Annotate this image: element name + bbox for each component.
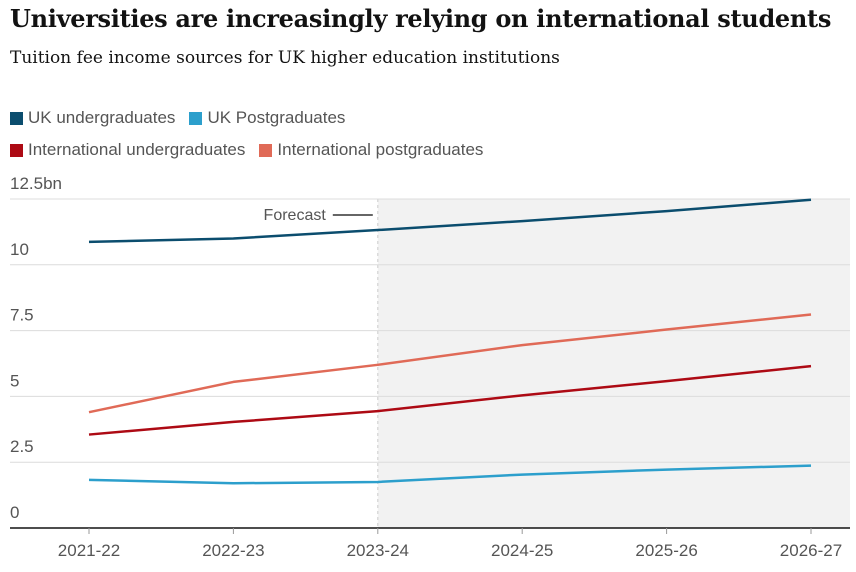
legend-swatch (189, 111, 203, 125)
forecast-annotation: Forecast (264, 207, 327, 224)
x-tick-label: 2024-25 (491, 541, 553, 560)
chart-title: Universities are increasingly relying on… (10, 4, 832, 33)
series-line-uk-undergraduates (88, 198, 812, 244)
x-tick-label: 2025-26 (635, 541, 697, 560)
legend-label: UK undergraduates (28, 108, 176, 127)
y-tick-label: 2.5 (10, 437, 34, 456)
legend-label: International undergraduates (28, 140, 246, 159)
x-tick-label: 2022-23 (202, 541, 264, 560)
legend-item: International postgraduates (259, 134, 483, 166)
x-tick-label: 2023-24 (347, 541, 409, 560)
y-tick-label: 12.5bn (10, 174, 62, 193)
legend-item: International undergraduates (10, 134, 245, 166)
legend-label: UK Postgraduates (207, 108, 346, 127)
legend: UK undergraduates UK Postgraduates Inter… (10, 102, 483, 166)
y-tick-label: 0 (10, 503, 19, 522)
series-line-international-postgraduates (88, 313, 812, 414)
series-line-uk-postgraduates (88, 464, 812, 485)
y-tick-label: 7.5 (10, 306, 34, 325)
legend-item: UK undergraduates (10, 102, 175, 134)
chart-subtitle: Tuition fee income sources for UK higher… (10, 48, 560, 68)
forecast-shading (377, 199, 850, 528)
legend-swatch (10, 111, 23, 125)
legend-label: International postgraduates (277, 140, 484, 159)
y-tick-label: 5 (10, 371, 19, 390)
x-tick-label: 2026-27 (780, 541, 842, 560)
legend-item: UK Postgraduates (189, 102, 345, 134)
legend-swatch (259, 143, 273, 157)
y-tick-label: 10 (10, 240, 29, 259)
legend-swatch (10, 143, 23, 157)
series-line-international-undergraduates (88, 364, 812, 436)
x-tick-label: 2021-22 (58, 541, 120, 560)
